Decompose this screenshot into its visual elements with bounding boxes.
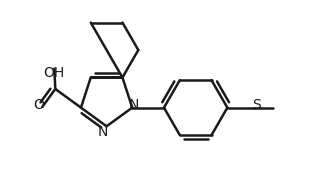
Text: N: N	[129, 98, 139, 112]
Text: O: O	[33, 98, 44, 112]
Text: OH: OH	[44, 65, 65, 80]
Text: S: S	[253, 98, 261, 112]
Text: N: N	[98, 125, 108, 139]
